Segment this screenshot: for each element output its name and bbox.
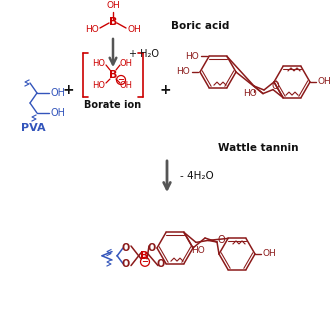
- Text: OH: OH: [127, 25, 141, 34]
- Text: HO: HO: [93, 59, 106, 68]
- Text: +: +: [159, 83, 171, 97]
- Text: OH: OH: [262, 250, 276, 259]
- Text: Boric acid: Boric acid: [171, 21, 229, 31]
- Text: OH: OH: [317, 77, 331, 86]
- Text: +: +: [62, 83, 74, 97]
- Text: −: −: [118, 76, 125, 84]
- Text: B: B: [140, 251, 148, 261]
- Text: HO: HO: [85, 25, 99, 34]
- Text: PVA: PVA: [21, 123, 45, 133]
- Text: HO: HO: [176, 68, 190, 76]
- Text: + H₂O: + H₂O: [129, 49, 159, 59]
- Text: HO: HO: [185, 52, 199, 61]
- Text: OH: OH: [50, 88, 65, 98]
- Text: OH: OH: [50, 108, 65, 118]
- Text: OH: OH: [120, 59, 133, 68]
- Text: O: O: [122, 243, 130, 253]
- Text: HO: HO: [93, 81, 106, 90]
- Text: B: B: [109, 17, 117, 27]
- Text: - 4H₂O: - 4H₂O: [180, 171, 214, 181]
- Text: Wattle tannin: Wattle tannin: [218, 143, 298, 153]
- Text: B: B: [109, 70, 117, 80]
- Text: O: O: [148, 243, 156, 253]
- Text: HO: HO: [191, 246, 205, 255]
- Text: −: −: [142, 257, 149, 266]
- Text: O: O: [122, 259, 130, 268]
- Text: Borate ion: Borate ion: [85, 100, 142, 110]
- Text: O: O: [217, 235, 225, 245]
- Text: OH: OH: [120, 81, 133, 90]
- Text: O: O: [271, 81, 279, 91]
- Text: HO: HO: [243, 90, 257, 99]
- Text: OH: OH: [106, 2, 120, 11]
- Text: O: O: [157, 259, 165, 268]
